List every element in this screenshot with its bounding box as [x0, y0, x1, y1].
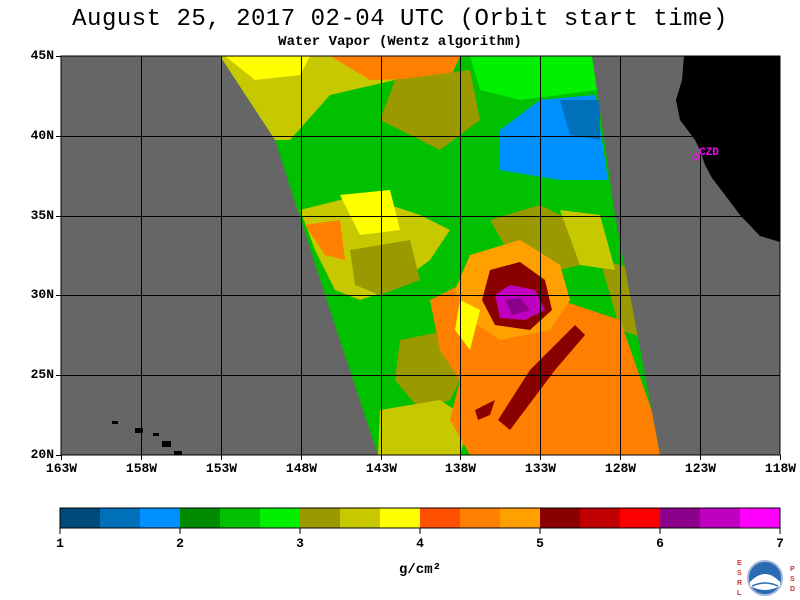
- lon-label: 153W: [205, 461, 238, 476]
- colorbar: [59, 508, 781, 534]
- colorbar-unit: g/cm²: [398, 562, 441, 578]
- hawaii-island: [162, 441, 171, 447]
- station-marker-icon: [692, 153, 700, 161]
- logo-letter-e: E: [737, 560, 742, 567]
- colorbar-tick-label: 6: [656, 536, 664, 551]
- colorbar-segment: [100, 508, 141, 528]
- colorbar-segment: [300, 508, 341, 528]
- hawaii-island: [135, 428, 143, 433]
- swath-region: [225, 56, 310, 80]
- station-label: CZD: [699, 147, 719, 159]
- colorbar-tick-label: 2: [176, 536, 184, 551]
- colorbar-tick-label: 3: [296, 536, 304, 551]
- colorbar-segment: [580, 508, 621, 528]
- graticule: [61, 56, 780, 455]
- colorbar-segment: [700, 508, 741, 528]
- colorbar-tick-label: 5: [536, 536, 544, 551]
- colorbar-segment: [420, 508, 461, 528]
- lat-label: 20N: [30, 446, 54, 462]
- colorbar-segment: [340, 508, 381, 528]
- lon-label: 158W: [125, 461, 158, 476]
- colorbar-segment: [460, 508, 501, 528]
- map-frame: [60, 55, 781, 456]
- swath-region: [560, 210, 615, 270]
- colorbar-segment: [180, 508, 221, 528]
- lat-label: 45N: [30, 47, 54, 63]
- colorbar-tick-label: 7: [776, 536, 784, 551]
- lon-label: 118W: [764, 461, 797, 476]
- lon-label: 128W: [604, 461, 637, 476]
- north-america-landmass: [676, 56, 780, 242]
- logo-letter-d: D: [790, 586, 796, 593]
- colorbar-segment: [140, 508, 181, 528]
- swath-region: [470, 56, 598, 100]
- lon-label: 163W: [45, 461, 78, 476]
- colorbar-segment: [380, 508, 421, 528]
- swath-region: [378, 400, 470, 455]
- swath-region: [340, 190, 400, 235]
- colorbar-segment: [540, 508, 581, 528]
- noaa-esrl-psd-logo: E S R L P S D: [732, 556, 798, 600]
- swath-region: [498, 325, 585, 430]
- colorbar-segment: [660, 508, 701, 528]
- logo-letter-r: R: [737, 580, 743, 587]
- colorbar-segment: [220, 508, 261, 528]
- colorbar-segment: [260, 508, 301, 528]
- colorbar-segment: [500, 508, 541, 528]
- lon-label: 133W: [524, 461, 557, 476]
- colorbar-segment: [60, 508, 101, 528]
- lon-label: 123W: [684, 461, 717, 476]
- swath-region: [505, 298, 530, 315]
- swath-region: [455, 300, 480, 350]
- logo-letter-s2: S: [790, 576, 795, 583]
- swath-region: [560, 100, 600, 140]
- axis-ticks: [56, 56, 781, 460]
- lat-label: 35N: [30, 207, 54, 223]
- lon-label: 143W: [365, 461, 398, 476]
- logo-letter-l: L: [737, 590, 742, 597]
- colorbar-segment: [620, 508, 661, 528]
- swath-region: [380, 70, 480, 150]
- lon-label: 148W: [285, 461, 318, 476]
- lat-label: 25N: [30, 366, 54, 382]
- swath-region: [305, 220, 345, 260]
- lat-label: 40N: [30, 127, 54, 143]
- colorbar-tick-label: 1: [56, 536, 64, 551]
- lat-label: 30N: [30, 286, 54, 302]
- logo-letter-p: P: [790, 566, 795, 573]
- swath-layer: [220, 56, 660, 455]
- hawaii-island: [174, 451, 182, 455]
- swath-region: [475, 400, 495, 420]
- lon-label: 138W: [444, 461, 477, 476]
- swath-region: [350, 240, 420, 295]
- swath-region: [330, 56, 460, 80]
- colorbar-segment: [740, 508, 781, 528]
- noaa-logo-icon: [747, 560, 783, 596]
- page-title: August 25, 2017 02-04 UTC (Orbit start t…: [72, 6, 728, 33]
- hawaii-island: [153, 433, 159, 436]
- colorbar-tick-label: 4: [416, 536, 424, 551]
- logo-letter-s: S: [737, 570, 742, 577]
- hawaii-island: [112, 421, 118, 424]
- page-subtitle: Water Vapor (Wentz algorithm): [278, 34, 522, 50]
- colorbar-frame: [59, 507, 781, 529]
